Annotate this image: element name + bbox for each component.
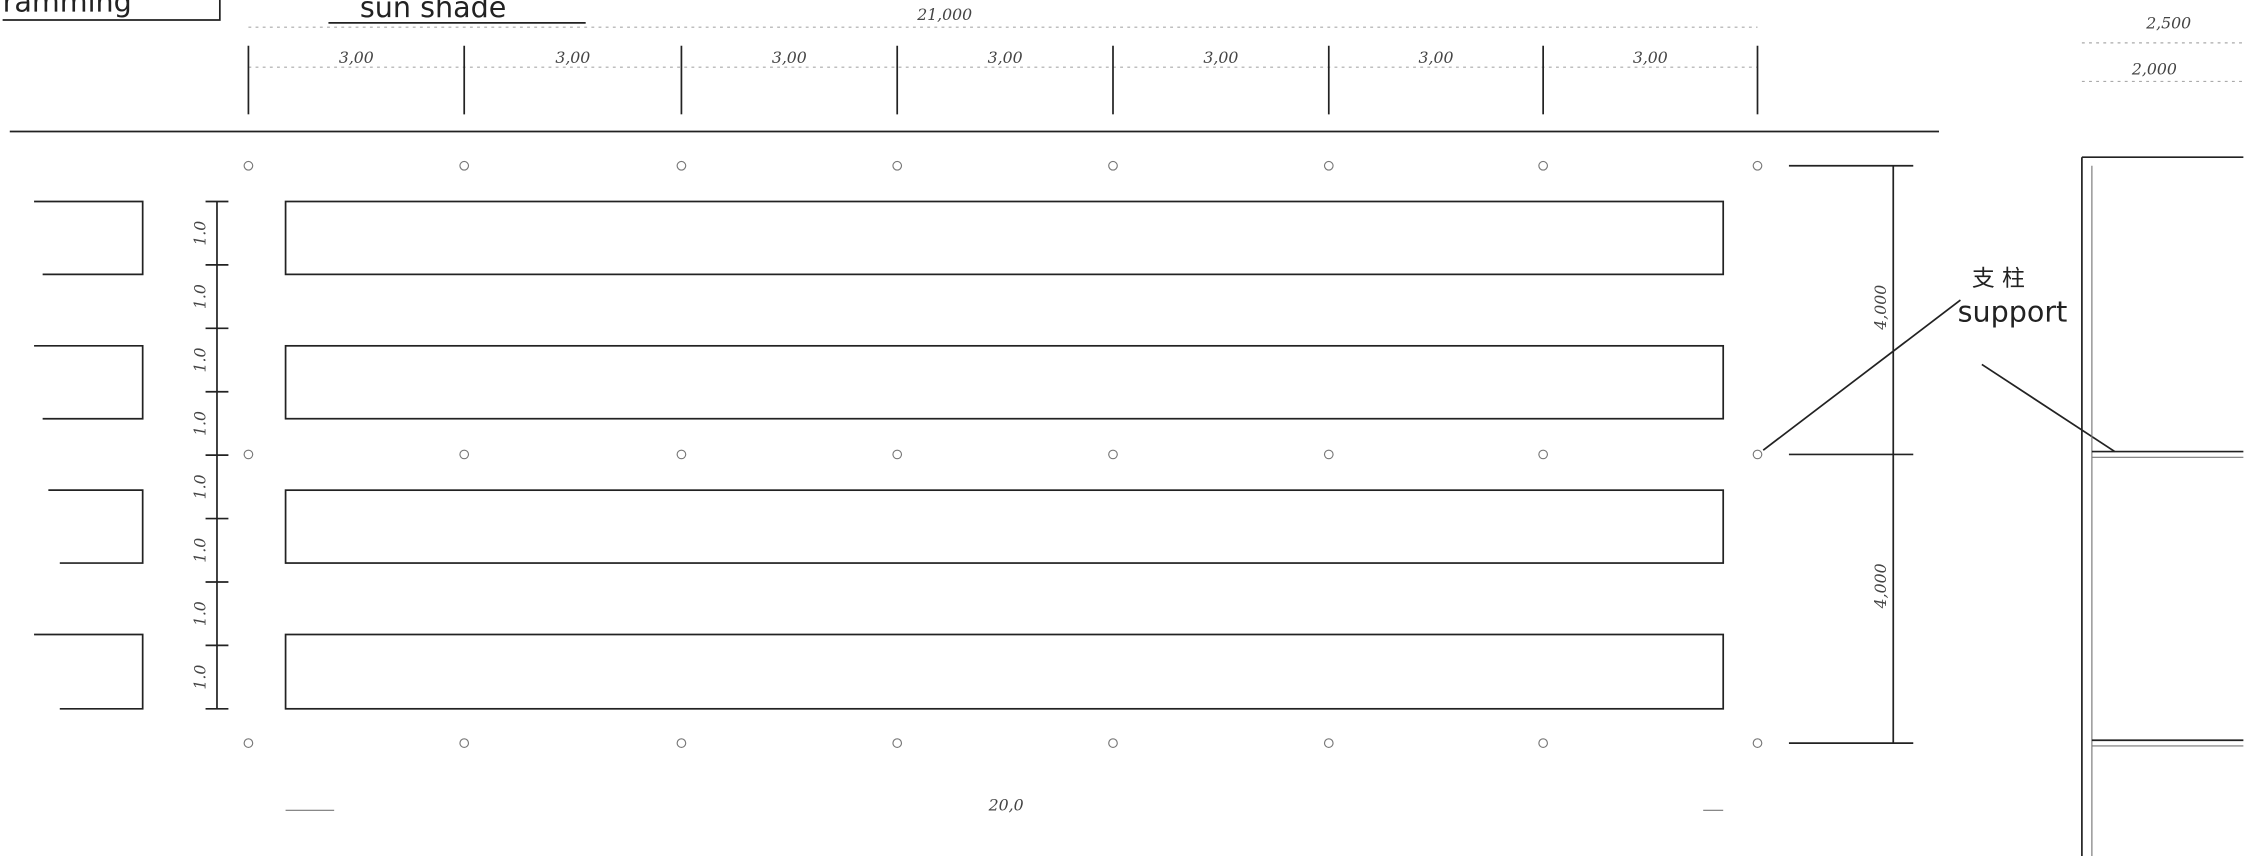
sun-shade-label: sun shade bbox=[360, 0, 506, 24]
column bbox=[1108, 160, 1118, 171]
bay-dims: 3,00 3,00 3,00 3,00 3,00 3,00 3,00 bbox=[247, 45, 1759, 115]
column bbox=[1323, 738, 1334, 748]
support-label: support bbox=[1958, 295, 2068, 329]
row-dims: 1.0 1.0 1.0 1.0 1.0 1.0 1.0 1.0 bbox=[191, 200, 229, 710]
span-dim: 4,000 bbox=[1871, 563, 1890, 609]
bracket bbox=[34, 344, 144, 420]
strip bbox=[284, 633, 1725, 710]
column bbox=[1752, 160, 1763, 171]
column bbox=[1108, 449, 1118, 460]
bay-dim: 3,00 bbox=[1203, 48, 1238, 67]
columns bbox=[243, 160, 1763, 748]
row-dim: 1.0 bbox=[191, 411, 210, 436]
column bbox=[892, 449, 903, 460]
total-width: 21,000 bbox=[916, 5, 972, 24]
column bbox=[676, 160, 687, 171]
column bbox=[1538, 160, 1548, 171]
top-dimensions: 21,000 3,00 3,00 3,00 3,00 3,00 3,00 3,00 bbox=[9, 5, 1939, 133]
span-dim: 4,000 bbox=[1871, 285, 1890, 331]
strip bbox=[284, 344, 1725, 420]
side-view: 2,500 2,000 bbox=[2081, 14, 2244, 856]
column bbox=[243, 449, 254, 460]
column bbox=[1752, 449, 1763, 460]
column bbox=[892, 738, 903, 748]
column bbox=[459, 449, 470, 460]
row-dim: 1.0 bbox=[191, 284, 210, 309]
row-dim: 1.0 bbox=[191, 538, 210, 563]
leader bbox=[1762, 299, 1961, 451]
column bbox=[1108, 738, 1118, 748]
bay-dim: 3,00 bbox=[988, 48, 1023, 67]
left-brackets bbox=[34, 200, 144, 710]
shade-strips bbox=[284, 200, 1725, 710]
bracket bbox=[48, 489, 144, 564]
bay-dim: 3,00 bbox=[1633, 48, 1668, 67]
title-block: ramming sun shade bbox=[3, 0, 586, 24]
label-box bbox=[2, 0, 221, 21]
row-dim: 1.0 bbox=[191, 221, 210, 246]
column bbox=[243, 738, 254, 748]
strip bbox=[284, 200, 1725, 276]
row-dim: 1.0 bbox=[191, 348, 210, 373]
bay-dim: 3,00 bbox=[555, 48, 590, 67]
side-dim: 2,500 bbox=[2145, 14, 2191, 33]
row-dim: 1.0 bbox=[191, 665, 210, 690]
side-dim: 2,000 bbox=[2131, 59, 2177, 78]
bracket bbox=[34, 200, 144, 276]
strip bbox=[284, 489, 1725, 564]
column bbox=[676, 449, 687, 460]
row-dim: 1.0 bbox=[191, 474, 210, 499]
bay-dim: 3,00 bbox=[339, 48, 374, 67]
column bbox=[1323, 160, 1334, 171]
column bbox=[676, 738, 687, 748]
framing-label: ramming bbox=[3, 0, 132, 18]
row-dim: 1.0 bbox=[191, 601, 210, 626]
column bbox=[1323, 449, 1334, 460]
right-dims: 4,000 4,000 支 柱 support bbox=[1762, 164, 2116, 744]
leader bbox=[1981, 363, 2116, 453]
column bbox=[1538, 449, 1548, 460]
bay-dim: 3,00 bbox=[772, 48, 807, 67]
column bbox=[243, 160, 254, 171]
column bbox=[1752, 738, 1763, 748]
bracket bbox=[34, 633, 144, 710]
column bbox=[459, 160, 470, 171]
bottom-dim-label: 20,0 bbox=[988, 795, 1024, 814]
column bbox=[1538, 738, 1548, 748]
bottom-dim: 20,0 bbox=[285, 795, 1724, 814]
column bbox=[892, 160, 903, 171]
bay-dim: 3,00 bbox=[1418, 48, 1453, 67]
column bbox=[459, 738, 470, 748]
support-cn: 支 柱 bbox=[1972, 266, 2025, 292]
